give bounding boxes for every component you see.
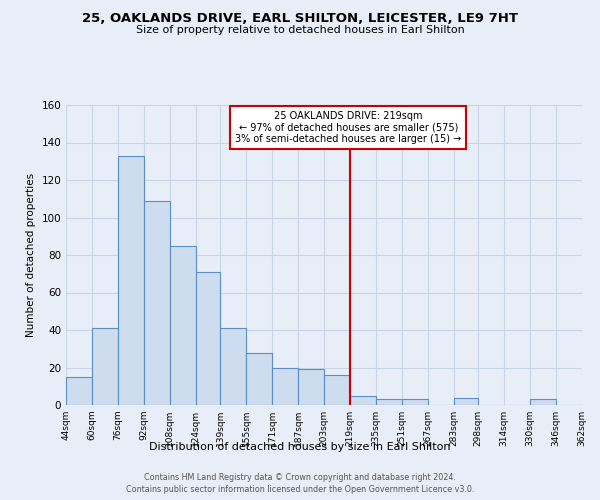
Bar [144,200,170,405]
Bar [272,368,298,405]
Bar [170,246,196,405]
Y-axis label: Number of detached properties: Number of detached properties [26,173,36,337]
Text: 25 OAKLANDS DRIVE: 219sqm
← 97% of detached houses are smaller (575)
3% of semi-: 25 OAKLANDS DRIVE: 219sqm ← 97% of detac… [235,110,461,144]
Bar [350,396,376,405]
Bar [402,400,428,405]
Text: Contains HM Land Registry data © Crown copyright and database right 2024.: Contains HM Land Registry data © Crown c… [144,472,456,482]
Text: Contains public sector information licensed under the Open Government Licence v3: Contains public sector information licen… [126,485,474,494]
Bar [246,352,272,405]
Bar [92,328,118,405]
Bar [530,400,556,405]
Bar [118,156,144,405]
Bar [66,377,92,405]
Text: Size of property relative to detached houses in Earl Shilton: Size of property relative to detached ho… [136,25,464,35]
Bar [376,400,402,405]
Bar [196,272,220,405]
Bar [324,375,350,405]
Bar [454,398,478,405]
Bar [298,370,324,405]
Text: Distribution of detached houses by size in Earl Shilton: Distribution of detached houses by size … [149,442,451,452]
Bar [220,328,246,405]
Text: 25, OAKLANDS DRIVE, EARL SHILTON, LEICESTER, LE9 7HT: 25, OAKLANDS DRIVE, EARL SHILTON, LEICES… [82,12,518,26]
